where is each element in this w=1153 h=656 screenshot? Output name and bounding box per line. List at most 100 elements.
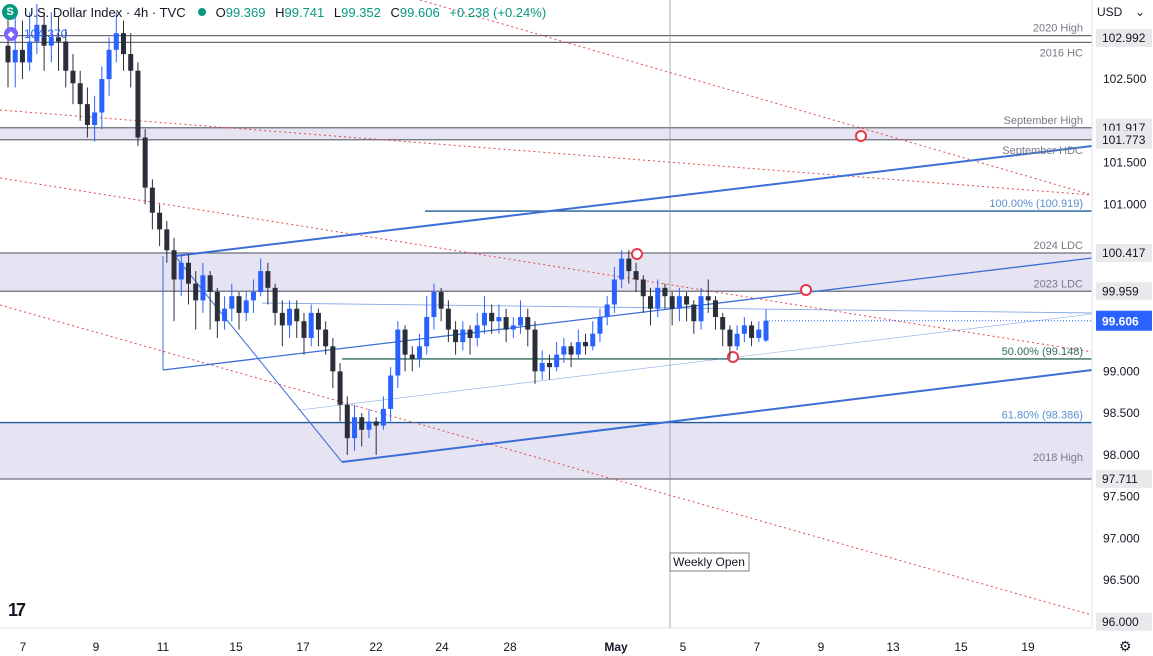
candle-body xyxy=(561,346,567,355)
tradingview-logo-icon[interactable]: 17 xyxy=(8,600,26,620)
candle xyxy=(409,346,415,372)
candle xyxy=(171,237,177,322)
candle xyxy=(250,279,256,313)
candle xyxy=(590,321,596,351)
candle xyxy=(684,292,690,322)
level-label: September HDC xyxy=(1002,145,1083,157)
candle xyxy=(294,300,300,338)
candle xyxy=(727,325,733,359)
candle xyxy=(611,266,617,313)
candle-body xyxy=(113,33,119,50)
zone xyxy=(0,253,1092,292)
ohlc-high-label: H xyxy=(275,4,285,20)
candle xyxy=(395,321,401,389)
y-tick-label: 97.500 xyxy=(1103,490,1140,504)
candle xyxy=(676,287,682,322)
candle-body xyxy=(409,354,415,359)
currency-selector[interactable]: USD ⌄ xyxy=(1093,2,1149,22)
candle xyxy=(380,396,386,430)
candle-body xyxy=(56,37,62,42)
candle xyxy=(525,308,531,347)
candle-body xyxy=(669,296,675,309)
level-label: 2023 LDC xyxy=(1033,278,1083,290)
candle xyxy=(402,325,408,372)
time-axis-bg xyxy=(0,628,1092,656)
candle-body xyxy=(388,375,394,409)
x-tick-label: 13 xyxy=(886,640,900,654)
candle xyxy=(467,325,473,355)
candle xyxy=(352,404,358,451)
candle-body xyxy=(92,112,98,126)
symbol-icon: S xyxy=(2,4,18,20)
candle xyxy=(669,292,675,326)
candle xyxy=(92,95,98,142)
candle-body xyxy=(568,346,574,355)
candle-body xyxy=(604,304,610,318)
candle xyxy=(445,300,451,343)
candle-body xyxy=(539,362,545,372)
chart-title[interactable]: U.S. Dollar Index · 4h · TVC xyxy=(24,4,186,20)
candle xyxy=(323,321,329,355)
candle-body xyxy=(301,321,307,338)
indicator-icon: ◆ xyxy=(4,27,18,41)
candle xyxy=(691,300,697,334)
candle-body xyxy=(712,300,718,318)
x-tick-label: 9 xyxy=(93,640,100,654)
candle xyxy=(315,308,321,347)
candle xyxy=(236,292,242,330)
candle-body xyxy=(510,325,516,330)
indicator-row[interactable]: ◆ 104.370 xyxy=(4,27,67,41)
x-tick-label: 7 xyxy=(20,640,27,654)
currency-label: USD xyxy=(1097,5,1123,19)
candle xyxy=(633,262,639,293)
zones xyxy=(0,127,1092,479)
x-tick-label: 24 xyxy=(435,640,449,654)
candle-body xyxy=(265,271,271,288)
candle xyxy=(48,12,54,63)
candle-body xyxy=(294,308,300,322)
candle-body xyxy=(518,317,524,326)
candle xyxy=(749,321,755,347)
candle xyxy=(359,413,365,447)
ohlc-close-value: 99.606 xyxy=(399,4,440,20)
candle-body xyxy=(84,104,90,126)
candle xyxy=(518,300,524,334)
gear-icon[interactable]: ⚙ xyxy=(1119,638,1132,654)
candle xyxy=(27,12,33,71)
candles xyxy=(5,3,769,455)
candle-body xyxy=(749,325,755,338)
candle xyxy=(142,129,148,205)
candle xyxy=(70,54,76,105)
annotation-box xyxy=(669,552,750,572)
candle-body xyxy=(77,83,83,105)
trend-line xyxy=(299,313,1093,411)
candle xyxy=(388,367,394,422)
candle-body xyxy=(460,329,466,343)
candle-body xyxy=(142,137,148,188)
candle-body xyxy=(200,275,206,301)
candle-body xyxy=(164,229,170,251)
candle xyxy=(532,321,538,384)
level-label: 2020 High xyxy=(1033,23,1083,35)
candle-body xyxy=(676,296,682,309)
candle-body xyxy=(185,262,191,284)
candle xyxy=(214,287,220,338)
candle xyxy=(583,333,589,355)
candle-body xyxy=(337,371,343,405)
trend-line-dotted xyxy=(0,304,1093,616)
price-badge xyxy=(1096,29,1152,47)
x-tick-label: 7 xyxy=(754,640,761,654)
candle-body xyxy=(741,325,747,334)
candle xyxy=(438,287,444,322)
candle xyxy=(496,304,502,334)
drawings xyxy=(0,0,1093,628)
candle-body xyxy=(590,333,596,347)
candle xyxy=(19,20,25,80)
candle-body xyxy=(207,275,213,293)
candle xyxy=(265,262,271,305)
candle xyxy=(330,337,336,389)
candle xyxy=(272,283,278,326)
weekly-open-label: Weekly Open xyxy=(669,552,750,572)
candle xyxy=(481,296,487,334)
